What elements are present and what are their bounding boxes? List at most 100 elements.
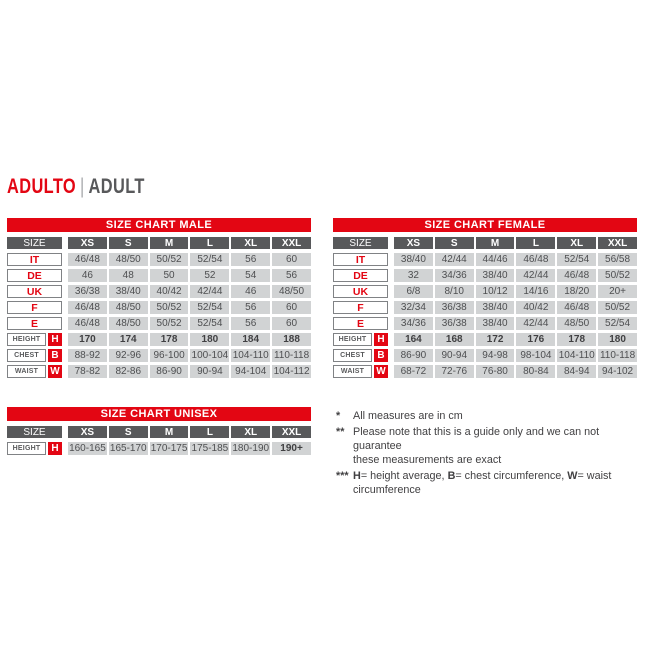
size-row-label: F — [7, 301, 62, 314]
measure-row-cells: 164 168 172 176 178 180 — [394, 333, 637, 346]
measure-row: WAIST W 78-82 82-86 86-90 90-94 94-104 104-112 — [7, 365, 311, 378]
note-marker: * — [336, 410, 341, 422]
note-marker: *** — [336, 470, 349, 482]
size-chart-unisex-table: SIZE CHART UNISEX SIZE XS S M L XL XXL HEIGHT H 16… — [7, 407, 311, 458]
measure-value-cell: 104-112 — [272, 365, 311, 378]
note: * All measures are in cm — [336, 409, 642, 423]
size-row: UK 6/8 8/10 10/12 14/16 18/20 20+ — [333, 285, 637, 298]
column-header-cell: XXL — [272, 426, 311, 438]
size-value-cell: 52/54 — [190, 301, 230, 314]
page-title-primary: ADULTO — [7, 175, 77, 198]
measure-value-cell: 88-92 — [68, 349, 107, 362]
size-value-cell: 48/50 — [272, 285, 311, 298]
column-header-cell: XL — [231, 426, 271, 438]
corner-header-cell: SIZE — [333, 237, 388, 249]
measure-value-cell: 104-110 — [231, 349, 271, 362]
size-chart-female-table: SIZE CHART FEMALE SIZE XS S M L XL XXL IT 38/40 42… — [333, 218, 637, 381]
measure-value-cell: 72-76 — [434, 365, 474, 378]
size-value-cell: 14/16 — [516, 285, 556, 298]
size-row: DE 46 48 50 52 54 56 — [7, 269, 311, 282]
size-value-cell: 50/52 — [149, 253, 189, 266]
note-segment: H — [353, 470, 361, 482]
measure-value-cell: 175-185 — [190, 442, 230, 455]
size-row-cells: 46/48 48/50 50/52 52/54 56 60 — [68, 253, 311, 266]
measure-value-cell: 164 — [394, 333, 433, 346]
size-row-label: UK — [333, 285, 388, 298]
measure-row-cells: 78-82 82-86 86-90 90-94 94-104 104-112 — [68, 365, 311, 378]
size-value-cell: 56 — [231, 301, 271, 314]
notes: * All measures are in cm ** Please note tha… — [336, 409, 642, 499]
column-header-cell: S — [108, 237, 148, 249]
size-row-cells: 46/48 48/50 50/52 52/54 56 60 — [68, 301, 311, 314]
column-header-cell: XXL — [272, 237, 311, 249]
measure-row-cells: 68-72 72-76 76-80 80-84 84-94 94-102 — [394, 365, 637, 378]
measure-value-cell: 110-118 — [272, 349, 311, 362]
measure-row: CHEST B 88-92 92-96 96-100 100-104 104-110 110-… — [7, 349, 311, 362]
measure-value-cell: 92-96 — [108, 349, 148, 362]
note-line: Please note that this is a guide only an… — [353, 425, 642, 453]
size-value-cell: 50/52 — [598, 301, 637, 314]
measure-code-badge: H — [48, 442, 62, 455]
measure-label-box: CHEST — [7, 349, 46, 362]
size-value-cell: 52/54 — [190, 253, 230, 266]
size-value-cell: 48/50 — [108, 253, 148, 266]
column-header-row: SIZE XS S M L XL XXL — [7, 426, 311, 438]
column-header-cells: XS S M L XL XXL — [394, 237, 637, 249]
measure-code-badge: B — [374, 349, 388, 362]
measure-value-cell: 90-94 — [434, 349, 474, 362]
size-row-label: E — [333, 317, 388, 330]
size-row: E 34/36 36/38 38/40 42/44 48/50 52/54 — [333, 317, 637, 330]
measure-row-cells: 88-92 92-96 96-100 100-104 104-110 110-118 — [68, 349, 311, 362]
measure-value-cell: 78-82 — [68, 365, 107, 378]
size-value-cell: 48 — [108, 269, 148, 282]
size-value-cell: 46/48 — [68, 317, 107, 330]
size-value-cell: 32/34 — [394, 301, 433, 314]
measure-row: HEIGHT H 170 174 178 180 184 188 — [7, 333, 311, 346]
size-row-cells: 46 48 50 52 54 56 — [68, 269, 311, 282]
measure-value-cell: 160-165 — [68, 442, 107, 455]
size-row: F 32/34 36/38 38/40 40/42 46/48 50/52 — [333, 301, 637, 314]
size-value-cell: 54 — [231, 269, 271, 282]
measure-code-badge: W — [374, 365, 388, 378]
column-header-cell: XS — [394, 237, 433, 249]
note-text: All measures are in cm — [353, 409, 642, 423]
note: ** Please note that this is a guide only … — [336, 425, 642, 467]
size-value-cell: 50/52 — [149, 301, 189, 314]
size-row-label: E — [7, 317, 62, 330]
measure-row-label: WAIST W — [333, 365, 388, 378]
measure-value-cell: 80-84 — [516, 365, 556, 378]
size-value-cell: 36/38 — [68, 285, 107, 298]
size-value-cell: 56/58 — [598, 253, 637, 266]
size-chart-male-table: SIZE CHART MALE SIZE XS S M L XL XXL IT 46/48 48/5… — [7, 218, 311, 381]
size-value-cell: 34/36 — [394, 317, 433, 330]
measure-value-cell: 86-90 — [394, 349, 433, 362]
measure-row-cells: 160-165 165-170 170-175 175-185 180-190 190+ — [68, 442, 311, 455]
size-row: DE 32 34/36 38/40 42/44 46/48 50/52 — [333, 269, 637, 282]
measure-label-box: CHEST — [333, 349, 372, 362]
measure-row: WAIST W 68-72 72-76 76-80 80-84 84-94 94-102 — [333, 365, 637, 378]
note-segment: = chest circumference, — [455, 470, 568, 482]
note-line: these measurements are exact — [353, 453, 642, 467]
size-value-cell: 10/12 — [475, 285, 515, 298]
column-header-cell: XL — [557, 237, 597, 249]
size-value-cell: 60 — [272, 253, 311, 266]
size-value-cell: 38/40 — [108, 285, 148, 298]
measure-row-label: HEIGHT H — [333, 333, 388, 346]
column-header-cell: M — [475, 237, 515, 249]
size-value-cell: 34/36 — [434, 269, 474, 282]
size-value-cell: 60 — [272, 317, 311, 330]
column-header-cell: XXL — [598, 237, 637, 249]
size-value-cell: 42/44 — [516, 269, 556, 282]
size-value-cell: 38/40 — [475, 301, 515, 314]
measure-row-label: WAIST W — [7, 365, 62, 378]
measure-code-badge: W — [48, 365, 62, 378]
size-value-cell: 36/38 — [434, 317, 474, 330]
size-value-cell: 42/44 — [516, 317, 556, 330]
size-value-cell: 50/52 — [598, 269, 637, 282]
note-text: H= height average, B= chest circumferenc… — [353, 469, 642, 497]
column-header-cell: M — [149, 426, 189, 438]
size-chart-title-bar: SIZE CHART MALE — [7, 218, 311, 232]
size-row-cells: 32/34 36/38 38/40 40/42 46/48 50/52 — [394, 301, 637, 314]
size-value-cell: 6/8 — [394, 285, 433, 298]
measure-value-cell: 86-90 — [149, 365, 189, 378]
